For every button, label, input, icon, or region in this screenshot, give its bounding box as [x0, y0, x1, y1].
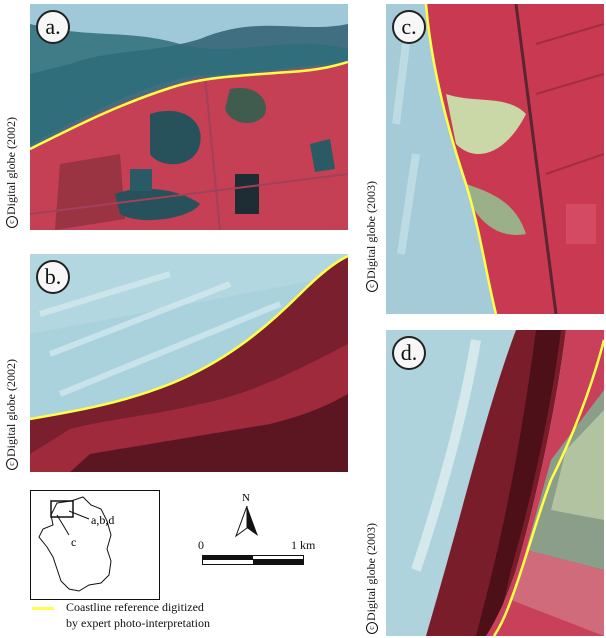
france-outline — [38, 496, 112, 592]
north-arrow: N — [232, 492, 262, 538]
panel-c-credit: cDigital globe (2003) — [364, 181, 379, 292]
legend-line2: by expert photo-interpretation — [66, 616, 210, 630]
france-inset-map: a,b,d c — [30, 490, 160, 600]
panel-b-image: b. — [30, 254, 348, 472]
copyright-icon: c — [6, 458, 18, 470]
copyright-icon: c — [366, 280, 378, 292]
panel-b-credit-text: Digital globe (2002) — [4, 359, 18, 457]
copyright-icon: c — [6, 216, 18, 228]
panel-c-credit-text: Digital globe (2003) — [364, 181, 378, 279]
north-label: N — [242, 492, 250, 504]
north-arrow-icon — [234, 505, 258, 538]
copyright-icon: c — [366, 622, 378, 634]
panel-a-credit: cDigital globe (2002) — [4, 117, 19, 228]
legend-line1: Coastline reference digitized — [66, 600, 204, 614]
scale-segment-black-2 — [252, 559, 304, 565]
scale-bar: 0 1 km — [198, 538, 318, 578]
panel-c-label: c. — [392, 10, 426, 44]
panel-a-label: a. — [36, 10, 70, 44]
panel-d-image: d. — [386, 330, 604, 636]
scale-end-label: 1 km — [291, 538, 316, 552]
panel-d-label: d. — [392, 336, 426, 370]
panel-d-credit-text: Digital globe (2003) — [364, 523, 378, 621]
panel-b-label: b. — [36, 260, 70, 294]
scale-start-label: 0 — [198, 538, 204, 552]
panel-b-credit: cDigital globe (2002) — [4, 359, 19, 470]
panel-a-image: a. — [30, 4, 348, 230]
inset-study-area-box — [50, 500, 74, 518]
legend-swatch-coastline — [32, 607, 54, 610]
inset-label-c: c — [71, 535, 77, 549]
scale-segment-white-2 — [202, 559, 254, 565]
panel-c-image: c. — [386, 4, 604, 314]
panel-a-credit-text: Digital globe (2002) — [4, 117, 18, 215]
panel-d-credit: cDigital globe (2003) — [364, 523, 379, 634]
legend: Coastline reference digitized by expert … — [30, 600, 330, 636]
inset-label-abd: a,b,d — [91, 513, 115, 527]
